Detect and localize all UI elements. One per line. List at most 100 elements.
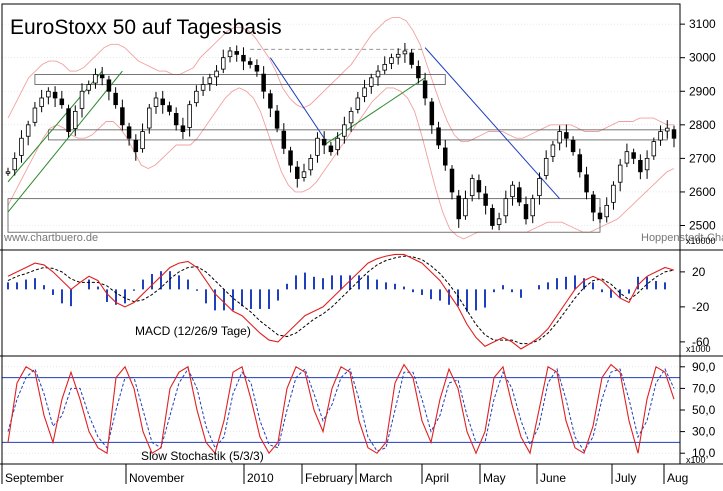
- candle-body: [221, 57, 226, 70]
- candle-body: [591, 194, 596, 213]
- candle-body: [523, 204, 529, 220]
- candle-body: [382, 64, 387, 71]
- candle-body: [597, 212, 603, 220]
- candle-body: [604, 204, 609, 218]
- x-tick-label: November: [129, 471, 184, 485]
- candle-body: [32, 107, 38, 123]
- candle-body: [99, 74, 105, 79]
- macd-scale-note: x1000: [686, 344, 711, 354]
- candle-body: [624, 151, 630, 164]
- candle-body: [416, 66, 421, 79]
- macd-tick-label: 20: [692, 265, 706, 279]
- stoch-tick-label: 30,0: [692, 425, 716, 439]
- candle-body: [617, 164, 623, 183]
- candle-body: [557, 131, 562, 144]
- candle-body: [281, 130, 287, 149]
- candle-body: [503, 198, 509, 217]
- x-tick-label: June: [540, 471, 566, 485]
- x-tick-label: May: [483, 471, 506, 485]
- candle-body: [375, 70, 381, 78]
- macd-line: [7, 253, 675, 350]
- stoch-tick-label: 50,0: [692, 403, 716, 417]
- x-tick-label: April: [425, 471, 449, 485]
- candle-body: [187, 104, 192, 128]
- candle-body: [46, 90, 51, 98]
- candle-body: [335, 137, 340, 151]
- candle-body: [254, 65, 260, 72]
- candle-body: [584, 174, 589, 193]
- candle-body: [362, 87, 367, 97]
- stoch-tick-label: 90,0: [692, 360, 716, 374]
- candle-body: [59, 98, 65, 106]
- candle-body: [449, 168, 455, 193]
- candle-body: [355, 97, 361, 110]
- candle-body: [564, 132, 569, 139]
- candle-body: [550, 144, 556, 157]
- x-tick-label: 2010: [247, 471, 274, 485]
- candle-body: [133, 139, 139, 153]
- candle-body: [469, 178, 475, 197]
- downtrend-line: [424, 47, 561, 199]
- uptrend-line: [7, 70, 123, 213]
- candle-body: [241, 54, 246, 62]
- stoch-d-line: [7, 367, 675, 452]
- candle-body: [422, 80, 428, 99]
- price-scale-note: x10000: [686, 236, 716, 246]
- uptrend-line: [323, 77, 426, 146]
- candle-body: [348, 110, 354, 124]
- candle-body: [25, 124, 31, 137]
- candle-body: [160, 98, 165, 106]
- candle-body: [463, 198, 468, 217]
- candle-body: [570, 139, 576, 153]
- macd-tick-label: -20: [692, 300, 710, 314]
- candle-body: [153, 97, 159, 107]
- chart-title: EuroStoxx 50 auf Tagesbasis: [10, 16, 282, 39]
- candle-body: [651, 141, 657, 157]
- candle-body: [308, 157, 313, 171]
- price-tick-label: 2900: [689, 84, 716, 98]
- candle-body: [490, 207, 495, 226]
- candle-body: [295, 166, 300, 179]
- candle-body: [429, 101, 435, 126]
- candle-body: [543, 157, 549, 176]
- candle-body: [147, 107, 152, 129]
- candle-body: [268, 93, 273, 109]
- watermark-right: Hoppenstedt-Charts: [641, 232, 723, 244]
- price-tick-label: 3100: [689, 17, 716, 31]
- stoch-scale-note: x100: [686, 455, 706, 465]
- candle-body: [39, 97, 44, 107]
- support-resistance-box: [34, 74, 446, 85]
- x-tick-label: Aug: [667, 471, 688, 485]
- candle-body: [315, 137, 320, 156]
- candle-body: [658, 131, 663, 141]
- candle-body: [301, 171, 307, 178]
- price-tick-label: 2700: [689, 151, 716, 165]
- stoch-tick-label: 70,0: [692, 381, 716, 395]
- candle-body: [402, 50, 408, 55]
- candle-body: [537, 178, 542, 197]
- candle-body: [611, 184, 616, 203]
- macd-signal-line: [7, 255, 675, 345]
- candle-body: [140, 131, 145, 150]
- price-tick-label: 2500: [689, 219, 716, 233]
- candle-body: [644, 157, 650, 171]
- candle-body: [530, 198, 535, 217]
- candle-body: [483, 193, 488, 206]
- candle-body: [227, 50, 233, 58]
- candle-body: [200, 84, 206, 91]
- candle-body: [328, 145, 334, 153]
- candle-body: [173, 113, 179, 126]
- price-tick-label: 2800: [689, 118, 716, 132]
- x-tick-label: February: [305, 471, 353, 485]
- price-tick-label: 2600: [689, 185, 716, 199]
- candle-body: [517, 187, 522, 203]
- x-tick-label: September: [5, 471, 64, 485]
- candle-body: [247, 61, 253, 65]
- candle-body: [207, 77, 213, 84]
- candle-body: [214, 70, 219, 78]
- candle-body: [194, 90, 199, 104]
- candle-body: [321, 138, 327, 146]
- candle-body: [577, 154, 583, 173]
- candle-body: [456, 195, 461, 220]
